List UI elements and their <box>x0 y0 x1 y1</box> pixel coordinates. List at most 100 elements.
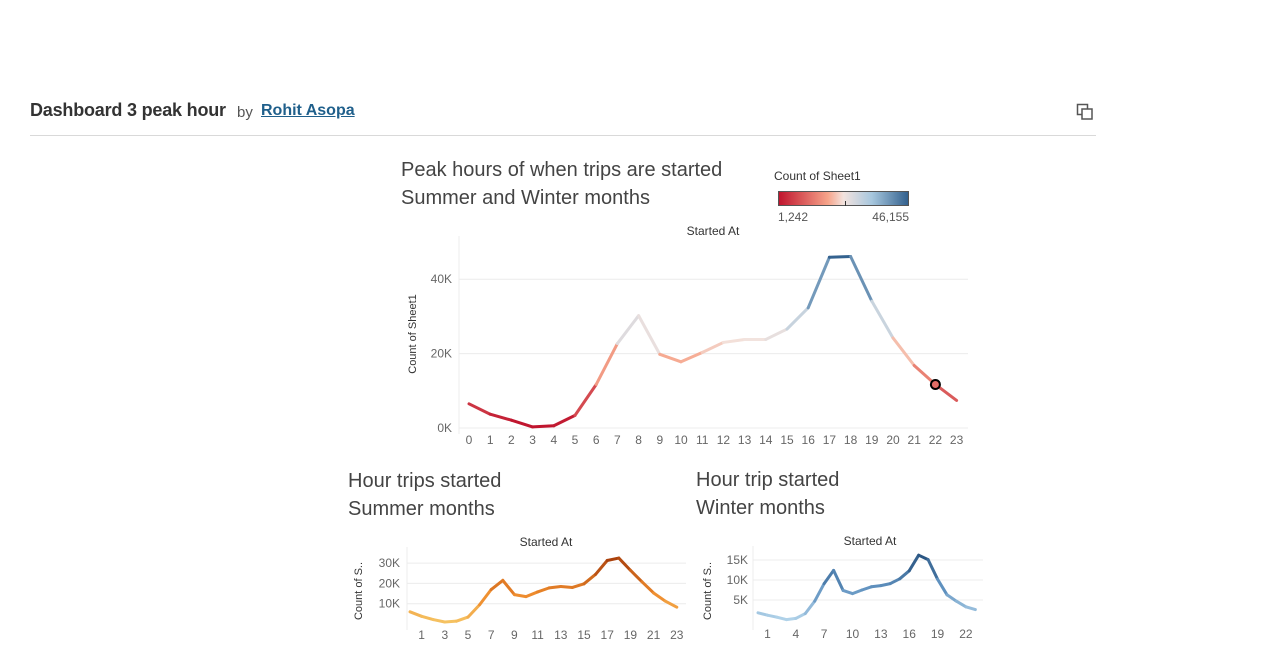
series-line-segment <box>478 588 493 607</box>
x-tick-label: 22 <box>929 433 943 447</box>
y-axis-title: Count of Sheet1 <box>407 294 419 374</box>
x-tick-label: 10 <box>846 627 860 641</box>
series-line-segment <box>617 556 632 572</box>
series-line-segment <box>408 610 424 618</box>
x-tick-label: 5 <box>465 628 472 642</box>
series-line-segment <box>765 613 779 619</box>
author-link[interactable]: Rohit Asopa <box>261 102 355 119</box>
x-tick-label: 17 <box>601 628 615 642</box>
x-tick-label: 9 <box>656 433 663 447</box>
x-tick-label: 11 <box>531 628 544 642</box>
x-tick-label: 7 <box>488 628 495 642</box>
legend-marker <box>845 201 846 206</box>
x-tick-label: 21 <box>647 628 661 642</box>
x-tick-label: 13 <box>738 433 752 447</box>
series-line-segment <box>841 588 854 596</box>
x-tick-label: 3 <box>529 433 536 447</box>
series-line-segment <box>640 580 656 595</box>
x-tick-label: 23 <box>950 433 964 447</box>
series-line-segment <box>849 255 874 303</box>
series-line-segment <box>420 614 435 622</box>
series-line-segment <box>679 350 704 364</box>
x-tick-label: 12 <box>717 433 731 447</box>
series-line-segment <box>509 418 535 429</box>
series-line-segment <box>860 585 873 592</box>
series-line-segment <box>775 615 788 622</box>
series-line-segment <box>764 327 789 341</box>
legend-color-bar[interactable] <box>778 191 909 206</box>
y-tick-label: 10K <box>379 597 400 611</box>
legend-max-label: 46,155 <box>872 210 909 224</box>
winter-chart-title: Hour trip started Winter months <box>696 466 839 522</box>
winter-title-line-1: Hour trip started <box>696 469 840 491</box>
y-tick-label: 20K <box>431 347 452 361</box>
x-tick-label: 23 <box>670 628 684 642</box>
x-tick-label: 4 <box>550 433 557 447</box>
x-tick-label: 2 <box>508 433 515 447</box>
series-line-segment <box>594 559 609 576</box>
series-line-segment <box>700 340 725 354</box>
x-tick-label: 18 <box>844 433 858 447</box>
series-line-segment <box>954 599 968 609</box>
series-line-segment <box>652 591 667 603</box>
summer-title-line-1: Hour trips started <box>348 470 502 492</box>
series-line-segment <box>964 605 977 612</box>
series-line-segment <box>489 578 505 592</box>
series-line-segment <box>637 314 662 356</box>
main-title-line-1: Peak hours of when trips are started <box>401 159 723 181</box>
x-tick-label: 8 <box>635 433 642 447</box>
series-line-segment <box>827 255 853 259</box>
series-line-segment <box>803 599 817 616</box>
series-line-segment <box>501 578 516 597</box>
x-tick-label: 1 <box>418 628 425 642</box>
series-line-segment <box>888 577 902 586</box>
x-tick-label: 17 <box>823 433 837 447</box>
series-line-segment <box>531 424 556 429</box>
summer-title-line-2: Summer months <box>348 498 495 520</box>
series-line-segment <box>917 553 930 562</box>
series-line-segment <box>663 599 679 609</box>
y-tick-label: 15K <box>727 553 748 567</box>
series-line-segment <box>721 337 747 344</box>
series-line-segment <box>926 558 940 581</box>
y-axis-title: Count of S.. <box>702 562 714 620</box>
series-line-segment <box>488 412 513 422</box>
y-tick-label: 40K <box>431 272 452 286</box>
by-label: by <box>237 104 253 121</box>
series-line-segment <box>907 553 921 573</box>
main-chart-title: Peak hours of when trips are started Sum… <box>401 156 722 212</box>
summer-chart-title: Hour trips started Summer months <box>348 467 501 523</box>
series-line-segment <box>582 572 598 586</box>
y-tick-label: 5K <box>733 593 748 607</box>
x-tick-label: 16 <box>903 627 917 641</box>
dashboard-header: Dashboard 3 peak hour by Rohit Asopa <box>30 98 1096 136</box>
winter-plot: 5K 10K 15K Started At Count of S.. 1 4 7 10 13 16 1… <box>702 534 983 641</box>
x-tick-label: 14 <box>759 433 773 447</box>
y-axis-title: Count of S.. <box>353 562 365 620</box>
series-line-segment <box>628 568 644 584</box>
x-tick-label: 0 <box>466 433 473 447</box>
x-tick-label: 19 <box>865 433 879 447</box>
series-line-segment <box>794 612 807 620</box>
series-line-segment <box>559 584 574 589</box>
x-tick-label: 20 <box>886 433 900 447</box>
series-line-segment <box>851 588 864 596</box>
series-line-segment <box>431 618 447 624</box>
main-title-line-2: Summer and Winter months <box>401 187 650 209</box>
x-tick-label: 19 <box>624 628 638 642</box>
x-tick-label: 15 <box>780 433 794 447</box>
x-tick-label: 21 <box>908 433 922 447</box>
series-line-segment <box>945 593 958 603</box>
x-tick-label: 7 <box>614 433 621 447</box>
y-tick-label: 10K <box>727 573 748 587</box>
copy-icon[interactable] <box>1076 103 1094 121</box>
legend-title: Count of Sheet1 <box>774 169 861 183</box>
series-line-segment <box>573 382 598 417</box>
y-tick-label: 30K <box>379 556 400 570</box>
series-line-segment <box>605 556 621 563</box>
winter-title-line-2: Winter months <box>696 497 825 519</box>
series-line-segment <box>870 299 895 340</box>
series-line-segment <box>806 255 831 310</box>
series-line-segment <box>512 593 528 599</box>
